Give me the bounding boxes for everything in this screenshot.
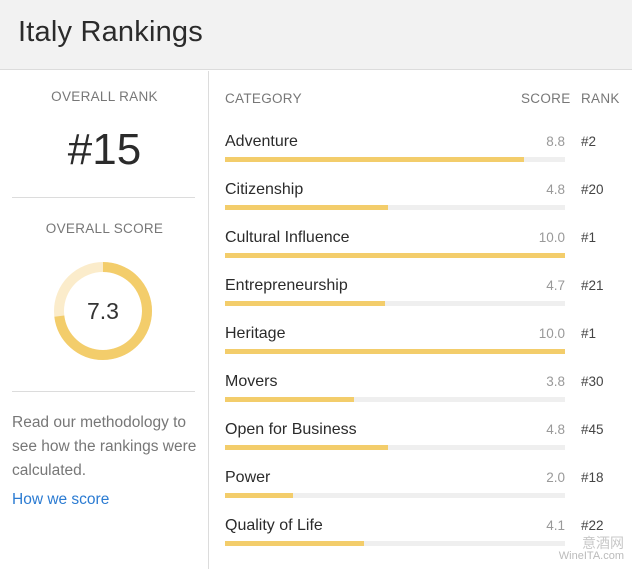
score-ring-fill <box>54 262 152 360</box>
category-name: Citizenship <box>225 181 304 198</box>
page-title: Italy Rankings <box>18 16 203 48</box>
score-bar-track <box>225 205 565 210</box>
watermark-site: WineITA.com <box>558 550 624 562</box>
overall-score-ring <box>54 262 152 360</box>
score-bar-fill <box>225 493 293 498</box>
overall-score-value: 7.3 <box>87 298 119 324</box>
watermark-logo-text: 意酒网 <box>582 535 624 551</box>
category-score: 4.8 <box>546 182 565 197</box>
score-bar-fill <box>225 445 389 450</box>
category-rank: #1 <box>581 326 597 341</box>
category-score: 3.8 <box>546 374 565 389</box>
score-bar-fill <box>225 253 565 258</box>
category-rank: #21 <box>581 278 604 293</box>
divider <box>12 391 195 392</box>
how-we-score-link[interactable]: How we score <box>12 491 110 508</box>
score-bar-fill <box>225 301 385 306</box>
methodology-text: Read our methodology to see how the rank… <box>12 414 197 479</box>
table-row: Power 2.0 #18 <box>225 469 625 517</box>
category-rank: #22 <box>581 518 604 533</box>
category-name: Power <box>225 469 271 486</box>
overall-score-label: OVERALL SCORE <box>45 221 164 236</box>
column-header-rank: RANK <box>581 91 620 106</box>
divider <box>12 197 195 198</box>
score-bar-track <box>225 541 565 546</box>
watermark: 意酒网 WineITA.com <box>558 535 624 563</box>
table-row: Movers 3.8 #30 <box>225 373 625 421</box>
column-header-category: CATEGORY <box>225 91 302 106</box>
category-name: Movers <box>225 373 278 390</box>
score-bar-fill <box>225 397 355 402</box>
table-row: Entrepreneurship 4.7 #21 <box>225 277 625 325</box>
category-score: 10.0 <box>538 326 565 341</box>
rankings-table: CATEGORY SCORE RANK Adventure 8.8 #2 Cit… <box>225 71 625 569</box>
category-score: 4.8 <box>546 422 565 437</box>
category-name: Entrepreneurship <box>225 277 348 294</box>
table-row: Open for Business 4.8 #45 <box>225 421 625 469</box>
category-rank: #20 <box>581 182 604 197</box>
category-rank: #30 <box>581 374 604 389</box>
score-bar-fill <box>225 541 365 546</box>
table-row: Heritage 10.0 #1 <box>225 325 625 373</box>
score-bar-fill <box>225 205 389 210</box>
score-bar-fill <box>225 349 565 354</box>
category-score: 4.1 <box>546 518 565 533</box>
table-row: Cultural Influence 10.0 #1 <box>225 229 625 277</box>
category-rank: #45 <box>581 422 604 437</box>
category-name: Heritage <box>225 325 286 342</box>
score-bar-track <box>225 301 565 306</box>
category-name: Quality of Life <box>225 517 323 534</box>
table-row: Adventure 8.8 #2 <box>225 133 625 181</box>
score-bar-track <box>225 493 565 498</box>
score-bar-track <box>225 157 565 162</box>
category-name: Adventure <box>225 133 298 150</box>
category-name: Cultural Influence <box>225 229 350 246</box>
table-row: Quality of Life 4.1 #22 <box>225 517 625 565</box>
column-header-score: SCORE <box>521 91 571 106</box>
category-score: 2.0 <box>546 470 565 485</box>
overall-rank-label: OVERALL RANK <box>51 89 158 104</box>
score-bar-fill <box>225 157 525 162</box>
category-name: Open for Business <box>225 421 357 438</box>
category-score: 8.8 <box>546 134 565 149</box>
category-rank: #1 <box>581 230 597 245</box>
category-rank: #18 <box>581 470 604 485</box>
overall-rank-value: #15 <box>67 125 142 174</box>
score-bar-track <box>225 253 565 258</box>
page-header: Italy Rankings <box>0 0 632 70</box>
overall-panel: OVERALL RANK #15 OVERALL SCORE 7.3 Read … <box>0 71 209 569</box>
score-bar-track <box>225 445 565 450</box>
category-score: 10.0 <box>538 230 565 245</box>
category-score: 4.7 <box>546 278 565 293</box>
table-row: Citizenship 4.8 #20 <box>225 181 625 229</box>
score-bar-track <box>225 397 565 402</box>
category-rank: #2 <box>581 134 597 149</box>
score-bar-track <box>225 349 565 354</box>
